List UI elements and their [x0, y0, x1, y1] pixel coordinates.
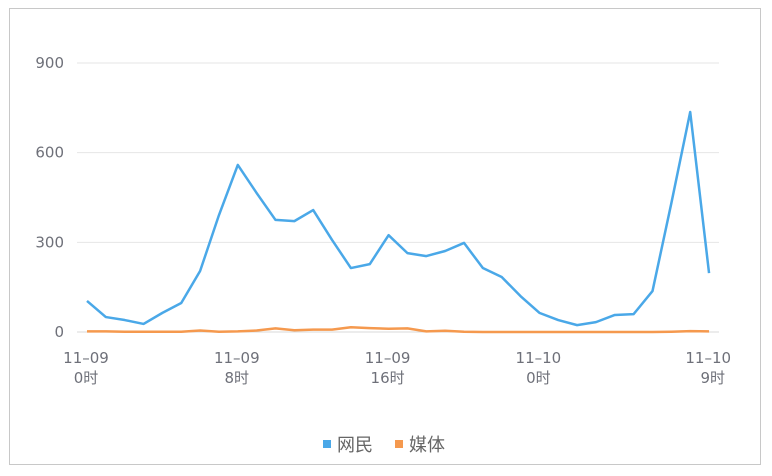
x-tick-label: 16时 [371, 369, 405, 387]
legend-label: 媒体 [409, 435, 445, 456]
chart-frame [9, 8, 761, 465]
y-tick-label: 300 [35, 233, 64, 251]
x-tick-label: 11–09 [365, 349, 411, 367]
x-tick-label: 11–10 [685, 349, 731, 367]
x-tick-label: 9时 [701, 369, 726, 387]
x-tick-label: 8时 [225, 369, 250, 387]
y-tick-label: 900 [35, 54, 64, 72]
x-tick-label: 11–09 [63, 349, 109, 367]
x-tick-label: 11–09 [214, 349, 260, 367]
legend-label: 网民 [337, 435, 373, 456]
x-tick-label: 0时 [526, 369, 551, 387]
x-tick-label: 0时 [74, 369, 99, 387]
y-tick-label: 600 [35, 144, 64, 162]
x-tick-label: 11–10 [516, 349, 562, 367]
y-tick-label: 0 [54, 323, 64, 341]
legend-swatch [395, 440, 403, 448]
series-line-网民 [86, 110, 711, 327]
legend-swatch [323, 440, 331, 448]
series-line-媒体 [87, 325, 710, 334]
